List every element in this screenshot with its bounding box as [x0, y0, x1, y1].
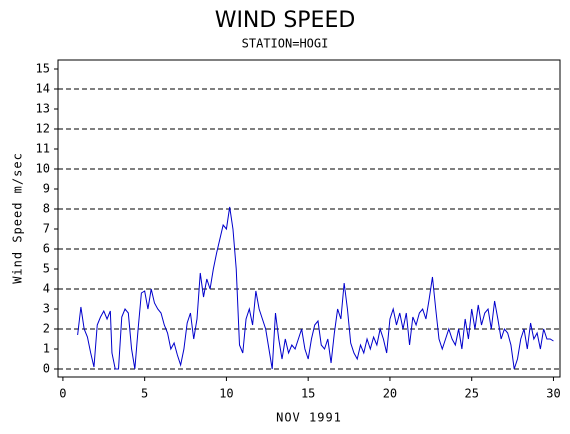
- x-tick-label: 0: [59, 387, 66, 401]
- y-tick-label: 12: [36, 122, 50, 136]
- y-tick-label: 7: [43, 222, 50, 236]
- y-tick-label: 13: [36, 102, 50, 116]
- y-tick-label: 9: [43, 182, 50, 196]
- y-tick-label: 1: [43, 342, 50, 356]
- y-tick-label: 11: [36, 142, 50, 156]
- x-axis-label: NOV 1991: [276, 411, 342, 425]
- x-tick-label: 15: [301, 387, 315, 401]
- y-tick-label: 10: [36, 162, 50, 176]
- x-tick-label: 30: [546, 387, 560, 401]
- plot-frame: [57, 59, 561, 378]
- y-tick-label: 0: [43, 362, 50, 376]
- wind-line: [77, 206, 554, 370]
- chart-subtitle: STATION=HOGI: [242, 37, 329, 51]
- y-tick-label: 4: [43, 282, 50, 296]
- x-tick-label: 10: [219, 387, 233, 401]
- x-tick-label: 5: [141, 387, 148, 401]
- y-tick-label: 15: [36, 62, 50, 76]
- y-tick-label: 6: [43, 242, 50, 256]
- x-tick-label: 20: [383, 387, 397, 401]
- y-tick-label: 3: [43, 302, 50, 316]
- y-tick-label: 14: [36, 82, 50, 96]
- y-axis-label: Wind Speed m/sec: [11, 152, 25, 284]
- y-tick-label: 2: [43, 322, 50, 336]
- x-tick-label: 25: [464, 387, 478, 401]
- y-tick-label: 5: [43, 262, 50, 276]
- chart-title: WIND SPEED: [215, 8, 356, 33]
- y-tick-label: 8: [43, 202, 50, 216]
